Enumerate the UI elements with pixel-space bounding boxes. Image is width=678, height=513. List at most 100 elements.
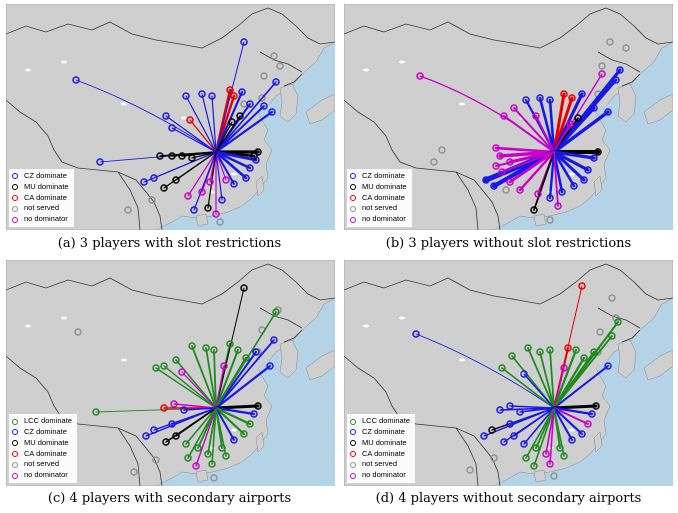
legend-a: CZ dominate MU dominate CA dominate not ser…	[9, 169, 74, 227]
country-border	[259, 307, 303, 329]
airport-marker	[226, 86, 234, 94]
route-cz	[214, 406, 256, 416]
airport-marker	[546, 460, 554, 468]
route-cz	[503, 407, 555, 443]
airport-marker	[180, 406, 188, 414]
legend-circle-icon	[350, 461, 356, 468]
legend-circle-icon	[12, 418, 18, 425]
legend-entry: not served	[350, 459, 410, 470]
airport-not-served	[274, 306, 282, 314]
japan-island	[643, 349, 673, 381]
legend-label: MU dominate	[362, 181, 407, 191]
route-lcc	[553, 335, 613, 409]
legend-entry: not served	[12, 203, 69, 214]
airport-marker	[534, 190, 542, 198]
caption-c: (c) 4 players with secondary airports	[47, 491, 292, 506]
lake	[181, 116, 187, 120]
route-nodom	[553, 123, 571, 153]
airport-marker	[242, 354, 250, 362]
airport-marker	[510, 432, 518, 440]
airport-not-served	[130, 468, 138, 476]
country-border	[605, 263, 673, 301]
airport-marker	[524, 344, 532, 352]
japan-island	[305, 93, 335, 125]
country-border	[344, 99, 501, 230]
lake	[459, 358, 465, 362]
airport-marker	[222, 176, 230, 184]
airport-marker	[150, 426, 158, 434]
caption-d: (d) 4 players without secondary airports	[375, 491, 642, 506]
korea-peninsula	[279, 83, 299, 123]
airport-not-served	[598, 62, 606, 70]
airport-marker	[496, 152, 504, 160]
legend-b: CZ dominate MU dominate CA dominate not ser…	[347, 169, 412, 227]
legend-label: MU dominate	[362, 437, 407, 447]
country-border	[259, 51, 303, 73]
airport-marker	[578, 282, 586, 290]
legend-circle-icon	[12, 173, 18, 180]
route-lcc	[175, 359, 217, 409]
legend-label: not served	[24, 203, 60, 213]
country-border	[455, 171, 479, 230]
airport-marker	[584, 420, 592, 428]
route-cz	[171, 407, 217, 425]
route-cz	[552, 150, 596, 160]
airport-not-served	[550, 472, 558, 480]
route-lcc	[215, 311, 277, 409]
airport-marker	[568, 436, 576, 444]
route-cz	[183, 407, 217, 411]
airport-marker	[412, 330, 420, 338]
airport-marker	[240, 38, 248, 46]
airport-marker	[252, 156, 260, 164]
legend-circle-icon	[12, 205, 18, 212]
legend-circle-icon	[12, 472, 18, 479]
airport-marker	[198, 90, 206, 98]
legend-d: LCC dominate CZ dominate MU dominate CA dom…	[347, 414, 415, 483]
legend-circle-icon	[350, 472, 356, 479]
lake	[459, 102, 465, 106]
airport-marker	[222, 452, 230, 460]
route-lcc	[525, 407, 555, 459]
airport-marker	[560, 452, 568, 460]
route-cz	[214, 364, 272, 410]
legend-entry: CZ dominate	[12, 171, 69, 182]
airport-marker	[246, 164, 254, 172]
airport-marker	[614, 318, 622, 326]
airport-marker	[188, 342, 196, 350]
route-mu	[215, 115, 241, 153]
route-nodom	[501, 151, 555, 173]
route-cz	[553, 407, 573, 441]
airport-marker	[546, 96, 554, 104]
airport-marker	[560, 364, 568, 372]
route-nodom	[535, 115, 555, 153]
route-mu	[191, 151, 217, 159]
route-cz	[509, 407, 555, 425]
route-cz	[193, 151, 217, 211]
country-border	[621, 73, 641, 87]
legend-circle-icon	[350, 440, 356, 447]
legend-circle-icon	[350, 451, 356, 457]
country-border	[6, 355, 163, 486]
route-nodom	[495, 151, 555, 167]
route-cz	[552, 150, 586, 182]
taiwan-island	[255, 175, 265, 197]
airport-marker	[168, 124, 176, 132]
map-panel-d: LCC dominate CZ dominate MU dominate CA dom…	[344, 260, 673, 486]
route-cz	[552, 150, 590, 172]
lake	[25, 68, 31, 72]
airport-marker	[546, 346, 554, 354]
airport-marker	[520, 440, 528, 448]
legend-entry: MU dominate	[12, 182, 69, 193]
airport-marker	[160, 362, 168, 370]
legend-c: LCC dominate CZ dominate MU dominate CA dom…	[9, 414, 77, 483]
airport-marker	[230, 436, 238, 444]
airport-marker	[156, 152, 164, 160]
airport-not-served	[258, 94, 266, 102]
airport-not-served	[612, 314, 620, 322]
hainan-island	[533, 213, 547, 227]
inland-sea	[566, 462, 596, 486]
airport-marker	[522, 454, 530, 462]
route-mu	[165, 407, 217, 443]
legend-label: MU dominate	[24, 181, 69, 191]
route-cz	[548, 150, 556, 200]
